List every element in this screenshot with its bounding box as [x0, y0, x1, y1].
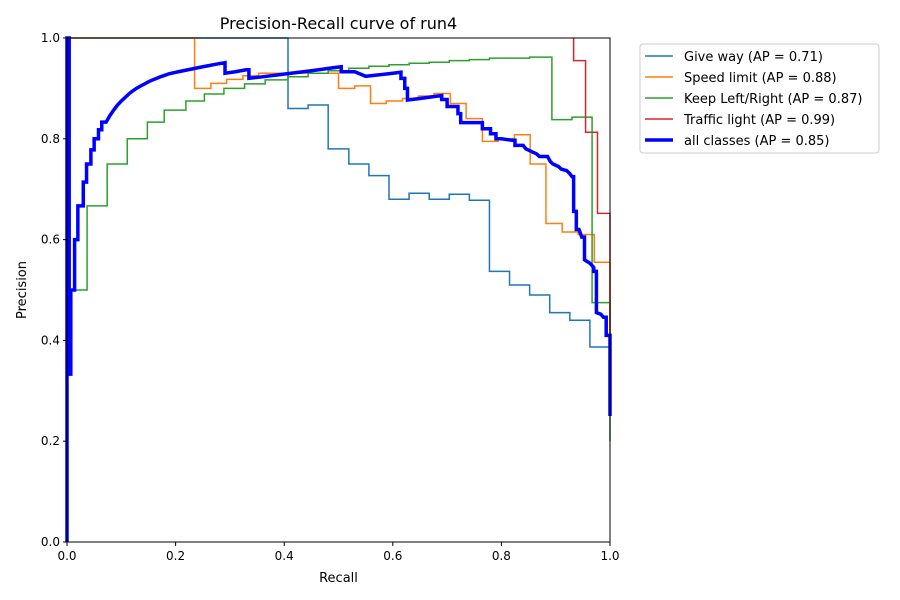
- y-axis-ticks: 0.0 0.2 0.4 0.6 0.8 1.0: [41, 31, 67, 549]
- x-tick-label: 0.2: [166, 549, 185, 563]
- y-tick-label: 0.6: [41, 233, 60, 247]
- chart-title: Precision-Recall curve of run4: [220, 14, 457, 33]
- y-axis-label: Precision: [15, 261, 30, 319]
- legend-label-5: all classes (AP = 0.85): [684, 134, 829, 149]
- legend-label-3: Keep Left/Right (AP = 0.87): [684, 92, 862, 107]
- legend: Give way (AP = 0.71) Speed limit (AP = 0.…: [639, 43, 880, 154]
- legend-label-2: Speed limit (AP = 0.88): [684, 71, 837, 86]
- y-tick-label: 0.0: [41, 535, 60, 549]
- series-line-3: [67, 37, 611, 442]
- y-tick-label: 0.4: [41, 333, 60, 347]
- y-tick-label: 0.2: [41, 434, 60, 448]
- x-tick-label: 0.8: [492, 549, 511, 563]
- legend-label-1: Give way (AP = 0.71): [684, 50, 823, 65]
- x-tick-label: 0.6: [383, 549, 402, 563]
- legend-box: [639, 43, 880, 154]
- x-axis-ticks: 0.0 0.2 0.4 0.6 0.8 1.0: [57, 542, 620, 563]
- x-tick-label: 1.0: [600, 549, 619, 563]
- plot-frame: [66, 37, 611, 543]
- x-tick-label: 0.4: [275, 549, 294, 563]
- x-axis-label: Recall: [319, 571, 358, 586]
- y-tick-label: 1.0: [41, 31, 60, 45]
- y-tick-label: 0.8: [41, 132, 60, 146]
- legend-label-4: Traffic light (AP = 0.99): [683, 113, 835, 128]
- series-line-5: [65, 36, 612, 542]
- series-line-1: [67, 37, 611, 416]
- x-tick-label: 0.0: [57, 549, 76, 563]
- series-line-4: [572, 38, 611, 341]
- series-layer: [65, 36, 612, 542]
